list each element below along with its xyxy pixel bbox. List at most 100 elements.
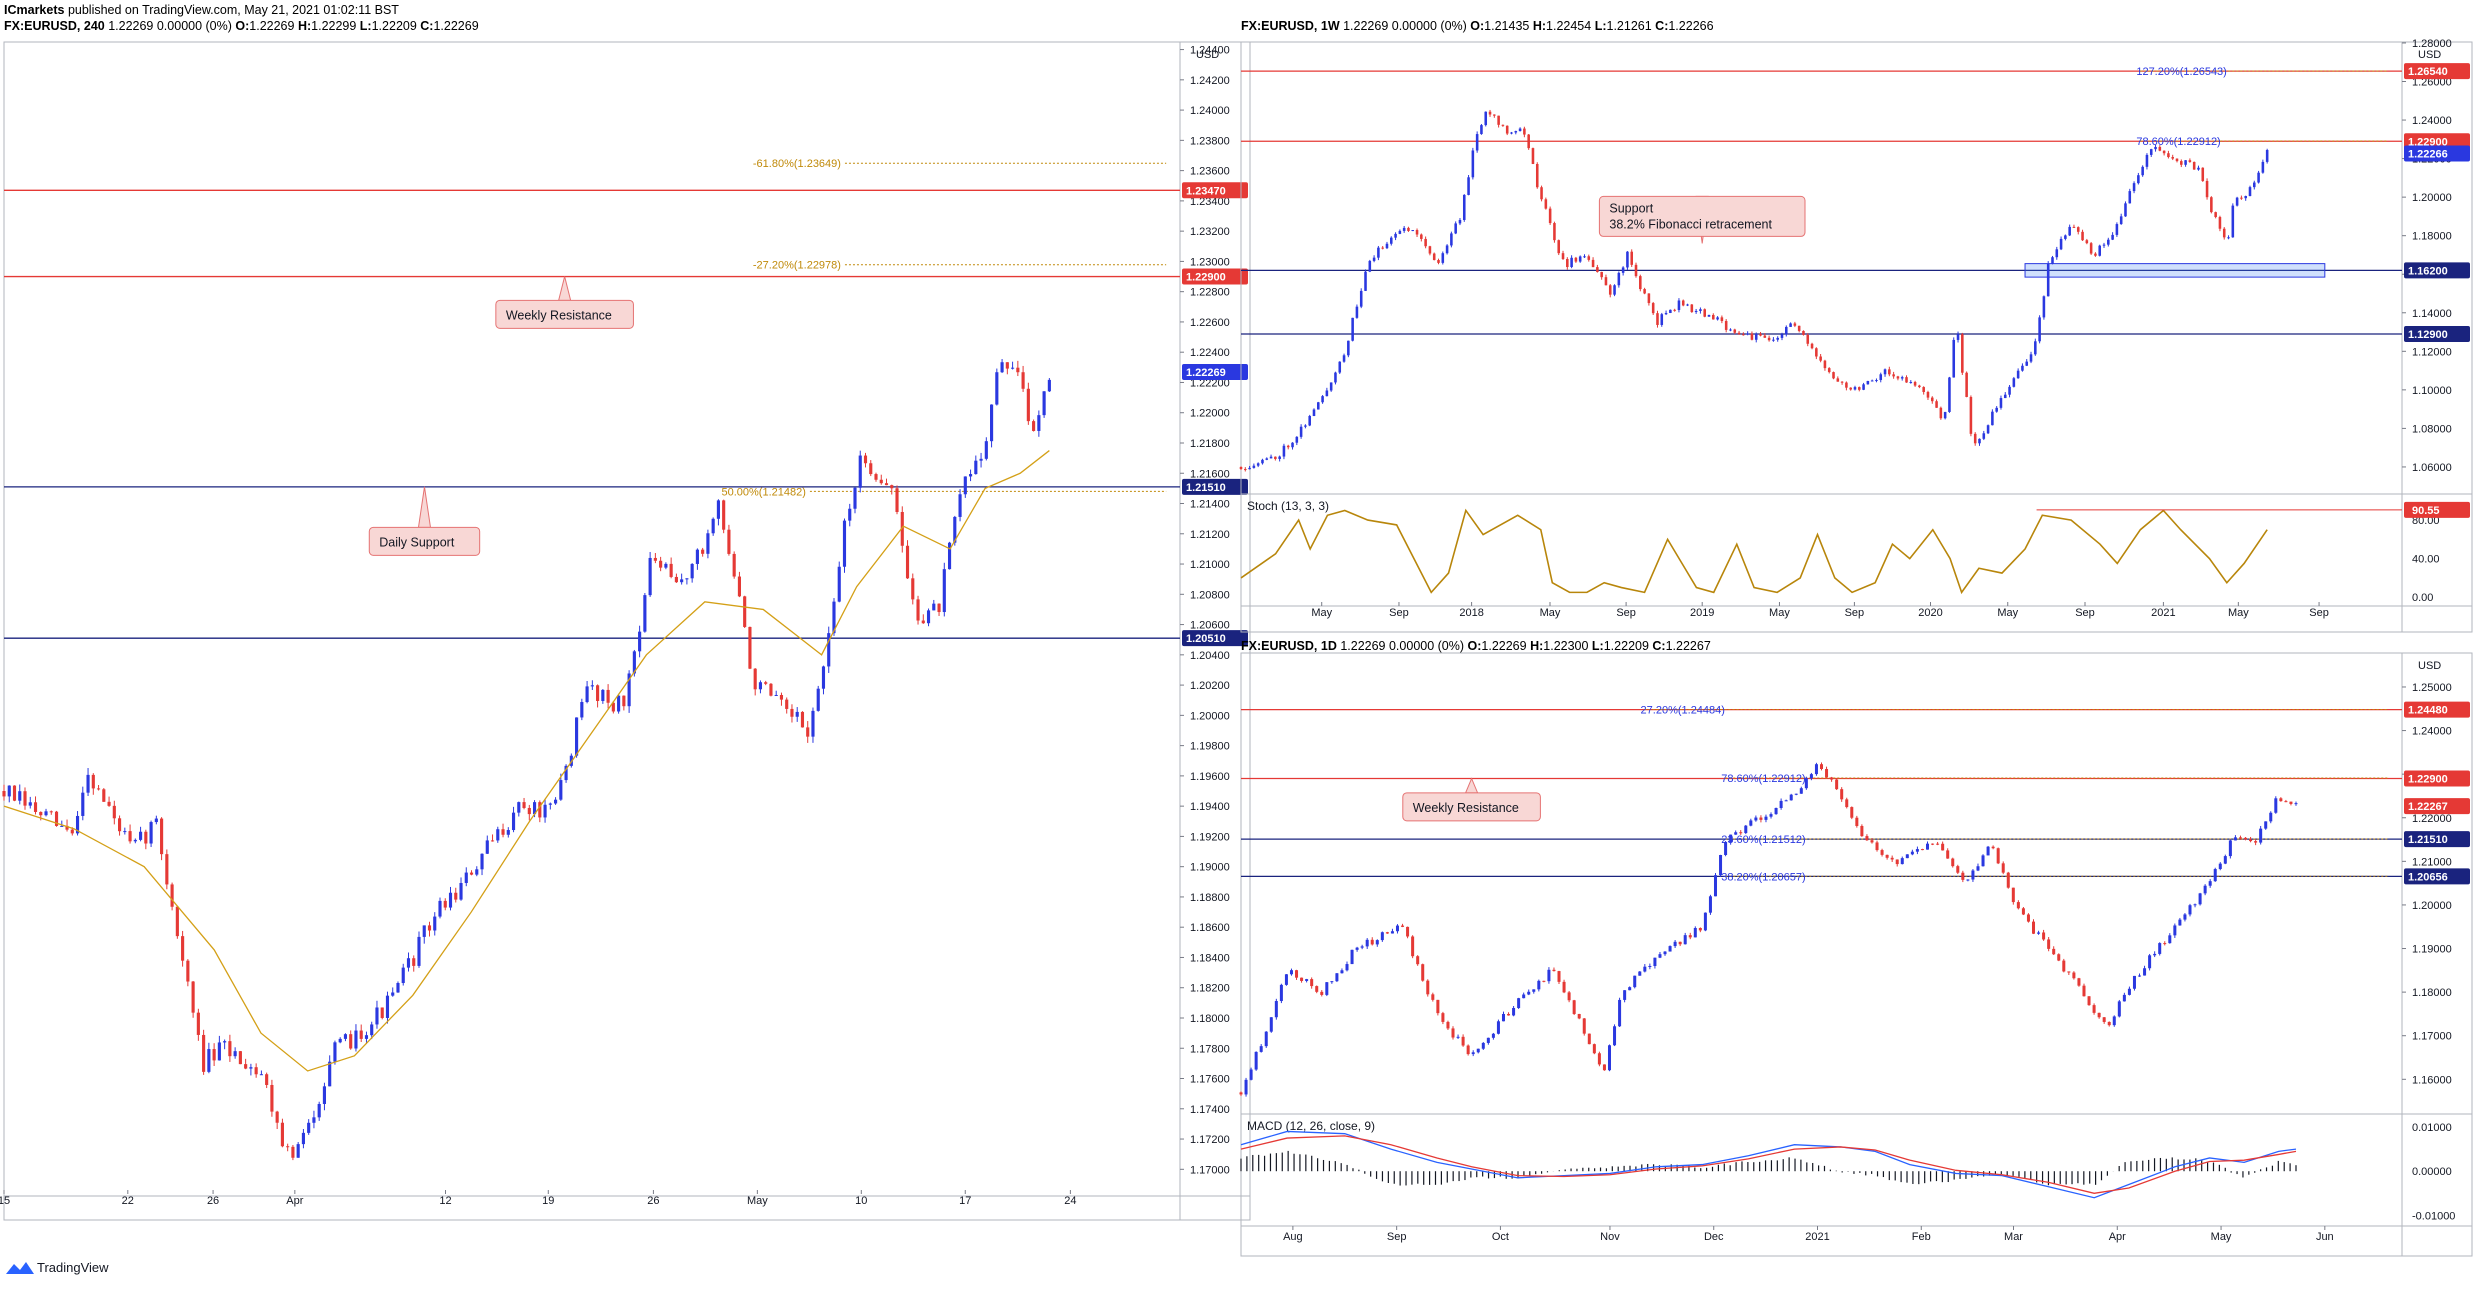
candle-body: [1870, 380, 1874, 382]
sub-y-tick-label: 0.00: [2412, 592, 2433, 604]
candle-body: [937, 603, 941, 613]
candle-body: [1596, 267, 1599, 272]
candle-body: [890, 485, 894, 489]
candle-body: [2192, 161, 2196, 170]
candle-body: [1265, 458, 1269, 460]
candle-body: [2183, 914, 2187, 920]
symbol-label[interactable]: FX:EURUSD, 1W: [1241, 19, 1343, 33]
stochastic-line: [1240, 508, 2268, 595]
candle-body: [1501, 124, 1505, 126]
y-tick-label: 1.18400: [1190, 952, 1230, 964]
candle-body: [1693, 927, 1697, 938]
x-tick-label: Sep: [2075, 607, 2095, 619]
candle-body: [2227, 237, 2230, 239]
candle-body: [2127, 988, 2131, 995]
y-tick-label: 1.17200: [1190, 1134, 1230, 1146]
candle-body: [1651, 303, 1655, 314]
candle-body: [2072, 972, 2076, 979]
x-tick-label: 2021: [2151, 607, 2175, 619]
tradingview-logo[interactable]: TradingView: [6, 1260, 109, 1275]
ohlc-value: 1.22299: [311, 19, 356, 33]
candle-body: [695, 549, 699, 564]
candle-body: [181, 936, 185, 961]
candle-body: [217, 1042, 221, 1061]
candle-body: [1633, 975, 1637, 988]
callout-text: Weekly Resistance: [506, 308, 612, 322]
y-tick-label: 1.18000: [2412, 231, 2452, 243]
candle-body: [233, 1051, 237, 1057]
candle-body: [2046, 263, 2050, 297]
candle-body: [196, 1012, 200, 1035]
candle-body: [1497, 115, 1500, 125]
candle-body: [202, 1034, 206, 1072]
candle-body: [1365, 939, 1369, 947]
fib-level-label: 38.20%(1.20657): [1721, 871, 1805, 883]
candle-body: [427, 925, 432, 931]
candle-body: [312, 1117, 316, 1123]
candle-body: [259, 1074, 263, 1076]
y-tick-label: 1.17000: [2412, 1031, 2452, 1043]
candle-body: [1480, 125, 1483, 135]
candle-body: [1849, 387, 1852, 390]
candle-body: [1648, 965, 1652, 967]
candle-body: [496, 829, 500, 841]
candle-body: [1845, 799, 1849, 808]
candle-body: [1734, 832, 1738, 835]
candle-body: [2107, 239, 2110, 245]
candle-body: [2016, 370, 2020, 379]
candle-body: [1338, 361, 1342, 373]
panel-frame: [1240, 652, 2473, 1257]
sub-pane-label: MACD (12, 26, close, 9): [1247, 1119, 1375, 1133]
candle-body: [1656, 313, 1659, 325]
moving-average-line: [3, 450, 1050, 1072]
callout-box: [368, 526, 481, 556]
candle-body: [1926, 392, 1930, 398]
candle-body: [1604, 277, 1608, 286]
candle-body: [1398, 230, 1402, 234]
candle-body: [249, 1067, 253, 1069]
candle-body: [1946, 850, 1950, 859]
sub-y-tick-label: 0.00000: [2412, 1166, 2452, 1178]
candle-body: [1021, 372, 1025, 389]
chart-panel-top_right: FX:EURUSD, 1W 1.22269 0.00000 (0%) O:1.2…: [1239, 19, 2473, 633]
candle-body: [1767, 337, 1771, 341]
candle-body: [485, 840, 489, 854]
candle-body: [270, 1084, 274, 1112]
candle-body: [2235, 197, 2239, 206]
candle-body: [848, 508, 852, 521]
symbol-label[interactable]: FX:EURUSD, 240: [4, 19, 108, 33]
candle-body: [165, 854, 169, 885]
candle-body: [1978, 438, 1981, 444]
candle-body: [1466, 1045, 1470, 1055]
y-tick-label: 1.22200: [1190, 377, 1230, 389]
stoch-tag: [2404, 501, 2470, 518]
candle-body: [1941, 843, 1945, 851]
x-tick-label: 24: [1064, 1195, 1076, 1207]
candle-body: [1535, 163, 1539, 188]
y-tick-label: 1.18000: [2412, 987, 2452, 999]
candle-body: [1712, 314, 1715, 320]
candle-body: [1510, 132, 1513, 134]
symbol-label[interactable]: FX:EURUSD, 1D: [1241, 639, 1340, 653]
last-price-label: 1.22267: [2408, 801, 2448, 813]
candle-body: [60, 825, 64, 827]
y-tick-label: 1.18200: [1190, 983, 1230, 995]
candle-body: [2085, 240, 2089, 244]
candle-body: [785, 699, 789, 709]
x-tick-label: 12: [439, 1195, 451, 1207]
candle-body: [1673, 309, 1676, 311]
ohlc-value: 1.21435: [1484, 19, 1529, 33]
candle-body: [905, 545, 910, 579]
candle-body: [422, 925, 426, 937]
callout-box: [1598, 195, 1806, 237]
ohlc-value: 1.22269 0.00000 (0%): [108, 19, 232, 33]
candle-body: [664, 563, 668, 568]
candle-body: [1507, 1013, 1511, 1016]
ohlc-key: L:: [1591, 19, 1606, 33]
candle-body: [2238, 837, 2242, 839]
candle-body: [1591, 259, 1595, 268]
ohlc-key: C:: [1649, 639, 1666, 653]
callout-text: Support: [1609, 201, 1653, 215]
candle-body: [1663, 951, 1667, 955]
candle-body: [338, 1038, 342, 1043]
